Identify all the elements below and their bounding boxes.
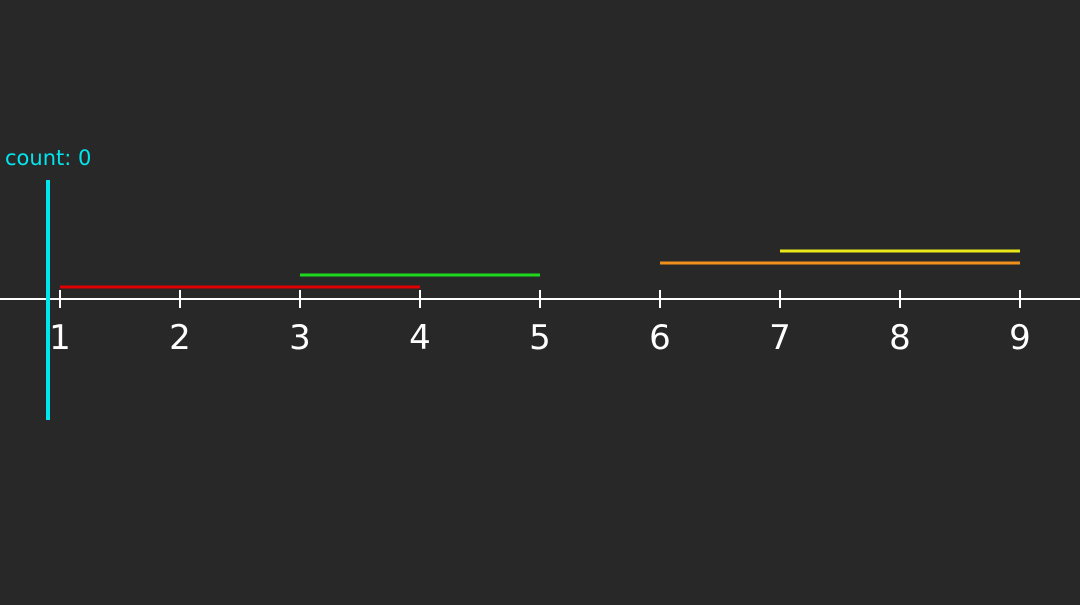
axis-ticks: 1 2 3 4 5 6 7 8 9: [49, 290, 1031, 358]
axis-tick-label-1: 1: [49, 318, 71, 358]
axis-tick-label-2: 2: [169, 318, 191, 358]
axis-tick-label-8: 8: [889, 318, 911, 358]
axis-tick-label-9: 9: [1009, 318, 1031, 358]
axis-tick-label-3: 3: [289, 318, 311, 358]
axis-tick-label-5: 5: [529, 318, 551, 358]
count-label: count: 0: [5, 146, 91, 170]
axis-tick-label-4: 4: [409, 318, 431, 358]
intervals-layer: [60, 249, 1020, 289]
axis-tick-label-6: 6: [649, 318, 671, 358]
axis-tick-label-7: 7: [769, 318, 791, 358]
